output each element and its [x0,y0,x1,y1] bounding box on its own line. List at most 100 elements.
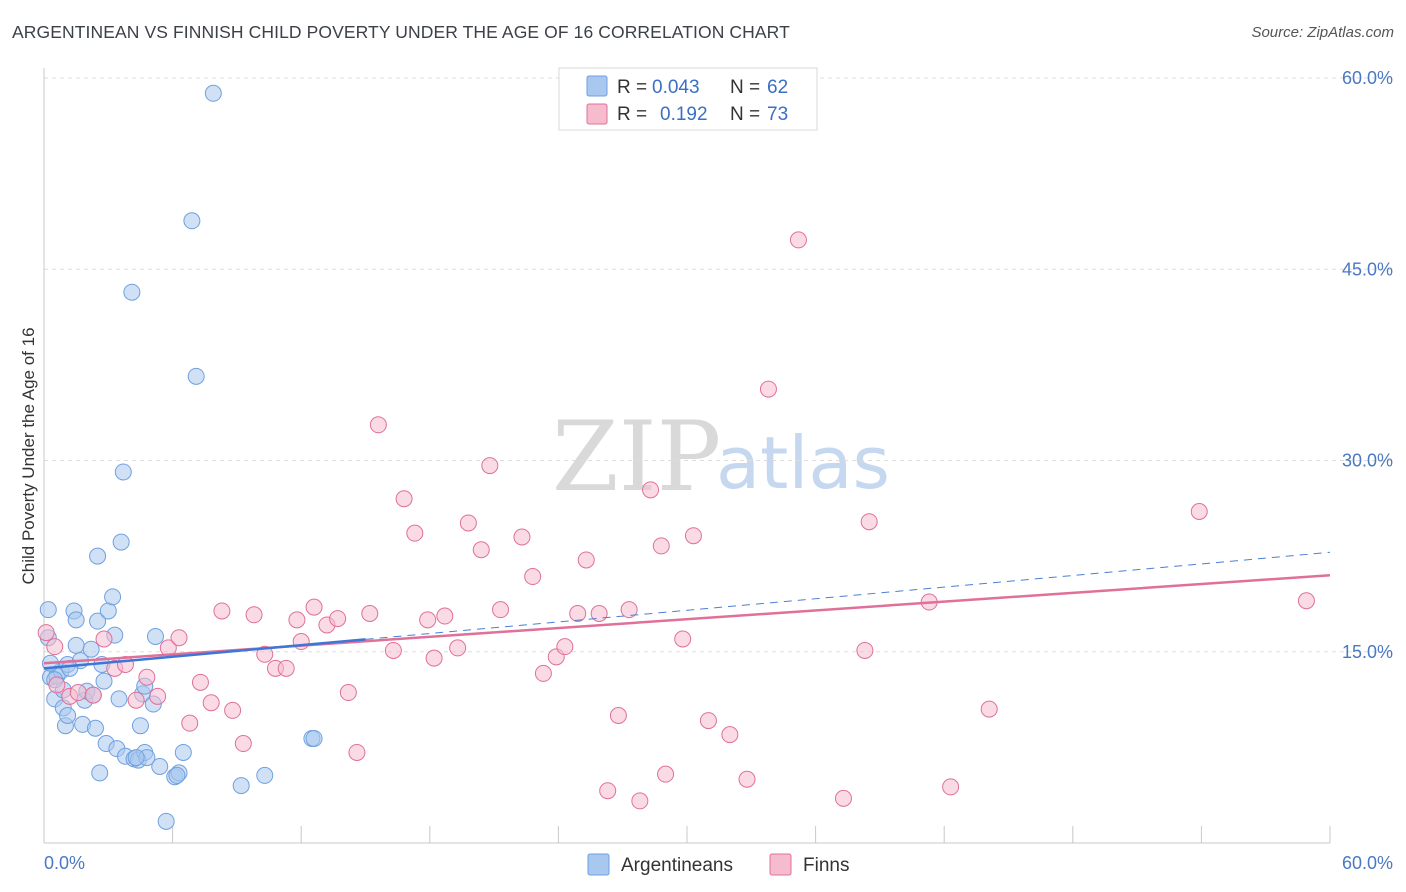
watermark-zip: ZIP [552,401,721,513]
finn-point [234,735,252,753]
argentinean-point [168,766,186,784]
argentinean-point [89,547,107,565]
argentinean-point [232,777,250,795]
finn-point [789,231,807,249]
argentinean-point [131,717,149,735]
finn-point [459,514,477,532]
bottom-legend-label-finns: Finns [803,855,849,876]
x-axis-ticks [43,826,1331,843]
finn-point [1297,592,1315,610]
finn-point [492,601,510,619]
finn-point [369,416,387,434]
finn-point [149,687,167,705]
bottom-legend-label-argentineans: Argentineans [621,855,733,876]
finn-point [245,606,263,624]
finn-point [339,684,357,702]
finn-point [524,568,542,586]
argentinean-point [204,84,222,102]
argentinean-point [82,640,100,658]
legend-n-value-2: 73 [767,104,788,125]
finn-point [556,638,574,656]
y-tick-label: 45.0% [1342,259,1393,279]
finn-point [202,694,220,712]
y-tick-label: 15.0% [1342,642,1393,662]
grid-lines [44,77,1393,653]
bottom-legend-swatch-finns [769,853,792,876]
legend-n-label-1: N = [730,77,760,98]
finn-point [348,743,366,761]
argentinean-point [256,766,274,784]
finn-point [534,664,552,682]
finn-point [481,457,499,475]
finn-point [37,624,55,642]
argentinean-point [59,707,77,724]
argentinean-point [114,463,132,481]
finn-point [834,789,852,807]
argentineans-trend-line [43,638,366,670]
argentineans-trend-dashed [365,551,1331,640]
finn-point [472,541,490,559]
argentinean-point [39,601,57,619]
finn-point [288,611,306,629]
finn-point [213,602,231,620]
finn-point [419,611,437,629]
argentinean-point [86,719,104,737]
argentinean-point [104,588,122,606]
finn-point [449,639,467,657]
x-tick-label-max: 60.0% [1342,853,1393,873]
chart-title: ARGENTINEAN VS FINNISH CHILD POVERTY UND… [12,22,790,42]
finn-point [305,598,323,616]
finn-point [577,551,595,569]
legend-r-label-2: R = [617,104,647,125]
argentinean-point [174,743,192,761]
finn-point [191,673,209,691]
finn-point [738,770,756,788]
finn-point [652,537,670,555]
argentinean-point [67,611,85,629]
finn-point [856,641,874,659]
finn-point [361,605,379,622]
argentinean-point [305,729,323,747]
finn-point [329,610,347,628]
finn-point [256,645,274,663]
x-tick-label-min: 0.0% [44,853,85,873]
argentinean-point [112,533,130,551]
watermark-atlas: atlas [716,421,890,505]
legend-n-value-1: 62 [767,77,788,98]
legend-r-value-1: 0.043 [652,77,700,98]
argentinean-point [157,812,175,830]
finn-point [684,527,702,545]
finn-point [674,630,692,648]
finn-point [699,712,717,730]
legend-swatch-finns [586,103,608,125]
finn-point [436,607,454,625]
finn-point [224,701,242,719]
finn-point [631,792,649,810]
finn-point [69,684,87,702]
argentinean-point [151,758,169,775]
finn-point [46,638,64,656]
finn-point [48,676,66,694]
argentinean-point [183,212,201,230]
legend-swatch-argentineans [586,75,608,97]
finn-point [642,481,660,499]
finn-point [384,641,402,659]
finn-point [277,659,295,677]
finn-point [721,726,739,744]
legend: R = 0.043 N = 62 R = 0.192 N = 73 [558,67,818,131]
finn-point [170,629,188,647]
finn-point [759,380,777,398]
series-argentineans [39,84,323,830]
series-finns [37,231,1315,810]
finn-point [1190,503,1208,520]
legend-r-label-1: R = [617,77,647,98]
finn-point [599,782,617,800]
finn-point [609,707,627,724]
y-axis-label: Child Poverty Under the Age of 16 [19,327,38,584]
argentinean-point [91,764,109,782]
finn-point [95,630,113,648]
finn-point [569,605,587,622]
bottom-legend-swatch-argentineans [587,853,610,876]
finn-point [620,601,638,619]
